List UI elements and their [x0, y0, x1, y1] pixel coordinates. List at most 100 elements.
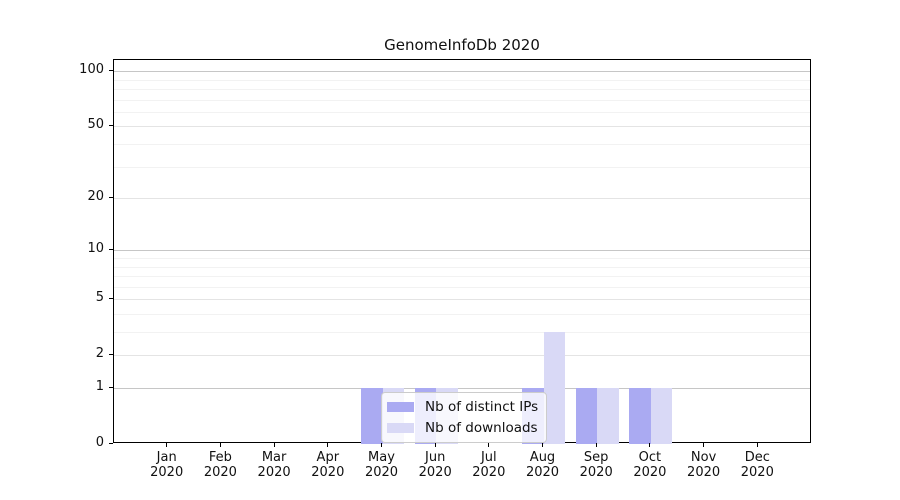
x-tick-mark: [756, 443, 758, 447]
y-tick-label: 10: [87, 241, 104, 257]
bars-layer: [114, 60, 810, 444]
x-tick-year: 2020: [687, 465, 721, 480]
y-tick-label: 100: [79, 62, 104, 78]
bar-distinct-ips: [629, 388, 651, 444]
x-tick-month: Jul: [480, 450, 497, 465]
gridline-major: [114, 355, 810, 357]
bar-downloads: [543, 332, 565, 444]
x-tick-year: 2020: [203, 465, 237, 480]
gridline-minor: [114, 111, 810, 113]
bar-distinct-ips: [361, 388, 383, 444]
gridline-minor: [114, 332, 810, 333]
x-tick-label: May 2020: [350, 450, 414, 480]
gridline-major: [114, 198, 810, 200]
y-tick-mark: [109, 297, 113, 299]
x-tick-mark: [219, 443, 221, 447]
x-tick-year: 2020: [740, 465, 774, 480]
gridline-minor: [114, 144, 810, 145]
legend-entry-distinct-ips: Nb of distinct IPs: [387, 399, 538, 415]
x-tick-month: Apr: [316, 450, 340, 465]
y-tick-mark: [109, 69, 113, 71]
x-tick-year: 2020: [525, 465, 560, 480]
legend-label-distinct-ips: Nb of distinct IPs: [425, 399, 539, 415]
bar-downloads: [650, 388, 673, 444]
gridline-minor: [114, 258, 810, 259]
x-tick-month: Jun: [425, 450, 446, 465]
y-tick-label: 1: [95, 379, 104, 394]
legend-entry-downloads: Nb of downloads: [387, 420, 538, 436]
x-tick-mark: [595, 443, 597, 447]
gridline-minor: [114, 99, 810, 101]
y-tick-mark: [109, 353, 113, 355]
gridline-minor: [114, 314, 810, 315]
chart-title: GenomeInfoDb 2020: [384, 36, 540, 54]
y-tick-label: 50: [87, 117, 104, 133]
x-tick-label: Jul 2020: [457, 450, 521, 480]
gridline-minor: [114, 276, 810, 277]
gridline-minor: [114, 286, 810, 288]
gridline-major: [114, 299, 810, 301]
x-tick-label: Dec 2020: [725, 450, 789, 480]
x-tick-mark: [542, 443, 543, 447]
x-tick-label: Aug 2020: [511, 450, 575, 480]
x-tick-month: Mar: [261, 450, 287, 465]
x-tick-label: Mar 2020: [242, 450, 306, 480]
x-tick-month: Feb: [208, 450, 232, 465]
x-tick-year: 2020: [418, 465, 452, 480]
gridline-minor: [114, 166, 810, 168]
x-tick-year: 2020: [364, 465, 399, 480]
x-tick-label: Nov 2020: [672, 450, 736, 480]
legend-swatch-downloads: [387, 423, 414, 433]
legend-label-downloads: Nb of downloads: [425, 420, 538, 436]
gridline-major: [114, 250, 810, 252]
x-tick-mark: [166, 443, 168, 447]
gridline-major: [114, 126, 810, 128]
y-tick-label: 20: [87, 189, 104, 205]
x-tick-month: Sep: [583, 450, 609, 465]
x-tick-mark: [273, 443, 275, 447]
x-tick-month: Dec: [744, 450, 770, 465]
gridline-minor: [114, 89, 810, 90]
gridlines-layer: [114, 60, 810, 442]
bar-distinct-ips: [575, 388, 598, 444]
x-tick-month: Oct: [638, 450, 662, 465]
legend: Nb of distinct IPs Nb of downloads: [381, 392, 548, 443]
x-tick-year: 2020: [311, 465, 345, 480]
gridline-minor: [114, 266, 810, 268]
x-tick-label: Sep 2020: [564, 450, 628, 480]
x-tick-label: Jun 2020: [403, 450, 467, 480]
gridline-major: [114, 388, 810, 389]
x-tick-label: Apr 2020: [296, 450, 360, 480]
x-tick-mark: [434, 443, 436, 447]
x-tick-month: Aug: [529, 450, 556, 465]
y-tick-mark: [109, 248, 113, 250]
y-tick-label: 5: [95, 290, 104, 306]
y-tick-label: 0: [95, 435, 104, 450]
x-tick-month: May: [368, 450, 395, 465]
x-tick-mark: [381, 443, 382, 447]
x-tick-mark: [488, 443, 490, 447]
x-tick-year: 2020: [150, 465, 184, 480]
x-tick-year: 2020: [633, 465, 667, 480]
x-tick-year: 2020: [579, 465, 613, 480]
x-tick-mark: [649, 443, 651, 447]
x-tick-mark: [703, 443, 705, 447]
x-tick-year: 2020: [472, 465, 506, 480]
y-tick-mark: [109, 196, 113, 198]
y-tick-mark: [109, 386, 113, 388]
x-tick-month: Nov: [690, 450, 717, 465]
gridline-major: [114, 71, 810, 73]
bar-downloads: [597, 388, 619, 444]
x-tick-label: Feb 2020: [188, 450, 252, 480]
gridline-minor: [114, 79, 810, 81]
x-tick-year: 2020: [257, 465, 291, 480]
x-tick-label: Oct 2020: [618, 450, 682, 480]
y-tick-label: 2: [95, 346, 104, 362]
y-tick-mark: [109, 124, 113, 126]
x-tick-mark: [327, 443, 329, 447]
x-tick-label: Jan 2020: [135, 450, 199, 480]
plot-area: Nb of distinct IPs Nb of downloads: [113, 59, 811, 444]
y-tick-mark: [109, 442, 113, 444]
legend-swatch-distinct-ips: [387, 402, 414, 412]
